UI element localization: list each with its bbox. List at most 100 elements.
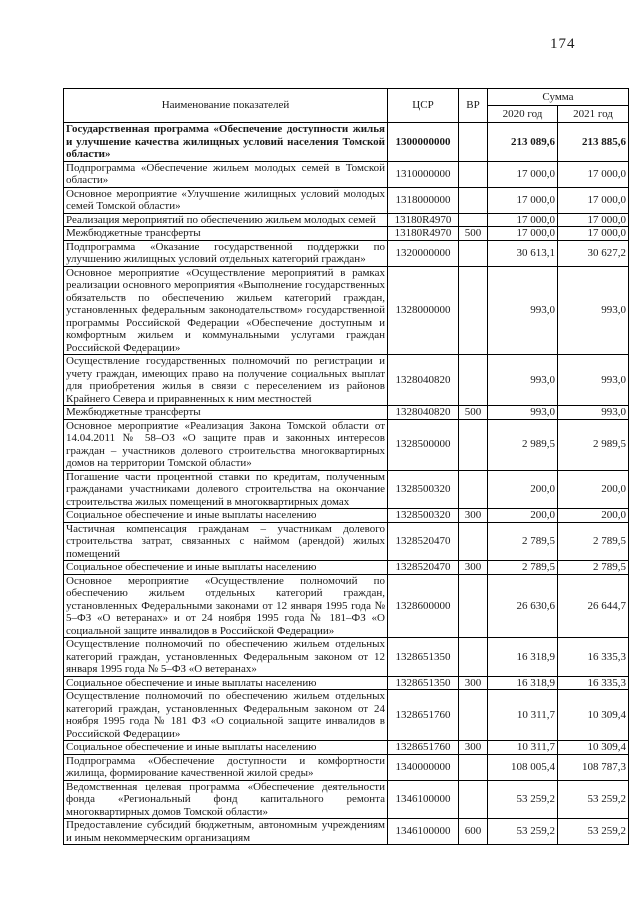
table-row: Межбюджетные трансферты 1328040820 500 993,… — [63, 405, 629, 420]
row-amount-2021: 2 989,5 — [557, 418, 629, 471]
table-row: Предоставление субсидий бюджетным, автон… — [63, 818, 629, 845]
row-name: Межбюджетные трансферты — [63, 226, 388, 241]
row-name: Социальное обеспечение и иные выплаты на… — [63, 675, 388, 690]
table-row: Осуществление полномочий по обеспечению … — [63, 689, 629, 741]
table-row: Основное мероприятие «Улучшение жилищных… — [63, 186, 629, 214]
row-amount-2021: 26 644,7 — [557, 573, 629, 638]
row-amount-2021: 200,0 — [557, 508, 629, 523]
row-name: Основное мероприятие «Осуществление полн… — [63, 573, 388, 638]
row-name: Подпрограмма «Обеспечение доступности и … — [63, 753, 388, 781]
row-vr-code — [458, 160, 488, 188]
row-amount-2020: 16 318,9 — [487, 675, 558, 690]
row-vr-code — [458, 122, 488, 162]
row-amount-2021: 993,0 — [557, 265, 629, 355]
row-csr-code: 1346100000 — [387, 818, 459, 845]
row-amount-2021: 2 789,5 — [557, 521, 629, 561]
row-csr-code: 1346100000 — [387, 779, 459, 819]
row-amount-2021: 10 309,4 — [557, 689, 629, 741]
row-csr-code: 1328520470 — [387, 521, 459, 561]
row-vr-code: 300 — [458, 508, 488, 523]
row-name: Предоставление субсидий бюджетным, автон… — [63, 818, 388, 845]
row-name: Подпрограмма «Оказание государственной п… — [63, 239, 388, 267]
row-csr-code: 1328600000 — [387, 573, 459, 638]
table-row: Основное мероприятие «Реализация Закона … — [63, 418, 629, 471]
row-vr-code: 300 — [458, 675, 488, 690]
row-vr-code: 300 — [458, 560, 488, 575]
row-amount-2020: 108 005,4 — [487, 753, 558, 781]
row-csr-code: 1328040820 — [387, 354, 459, 406]
row-csr-code: 1340000000 — [387, 753, 459, 781]
table-body: Государственная программа «Обеспечение д… — [63, 122, 629, 845]
row-vr-code — [458, 689, 488, 741]
row-amount-2020: 53 259,2 — [487, 818, 558, 845]
row-name: Осуществление полномочий по обеспечению … — [63, 637, 388, 677]
column-header-csr: ЦСР — [387, 88, 459, 123]
row-csr-code: 1328651760 — [387, 689, 459, 741]
row-amount-2021: 53 259,2 — [557, 779, 629, 819]
row-csr-code: 1328651350 — [387, 675, 459, 690]
row-csr-code: 1300000000 — [387, 122, 459, 162]
row-amount-2021: 2 789,5 — [557, 560, 629, 575]
row-amount-2020: 2 989,5 — [487, 418, 558, 471]
row-csr-code: 1328500000 — [387, 418, 459, 471]
table-row: Социальное обеспечение и иные выплаты на… — [63, 675, 629, 690]
table-row: Ведомственная целевая программа «Обеспеч… — [63, 779, 629, 819]
row-amount-2021: 993,0 — [557, 405, 629, 420]
budget-table: Наименование показателей ЦСР ВР Сумма 20… — [63, 88, 629, 845]
row-amount-2021: 17 000,0 — [557, 212, 629, 227]
row-amount-2021: 10 309,4 — [557, 740, 629, 755]
table-row: Подпрограмма «Обеспечение доступности и … — [63, 753, 629, 781]
row-csr-code: 1328500320 — [387, 469, 459, 509]
row-amount-2021: 200,0 — [557, 469, 629, 509]
row-csr-code: 1328651350 — [387, 637, 459, 677]
column-header-name: Наименование показателей — [63, 88, 388, 123]
row-vr-code — [458, 418, 488, 471]
row-vr-code — [458, 186, 488, 214]
row-name: Частичная компенсация гражданам – участн… — [63, 521, 388, 561]
row-name: Основное мероприятие «Осуществление меро… — [63, 265, 388, 355]
row-csr-code: 1328520470 — [387, 560, 459, 575]
table-row: Подпрограмма «Оказание государственной п… — [63, 239, 629, 267]
column-header-vr: ВР — [458, 88, 488, 123]
table-row: Социальное обеспечение и иные выплаты на… — [63, 560, 629, 575]
row-csr-code: 13180R4970 — [387, 212, 459, 227]
table-row: Межбюджетные трансферты 13180R4970 500 17 0… — [63, 226, 629, 241]
row-amount-2020: 16 318,9 — [487, 637, 558, 677]
table-row: Частичная компенсация гражданам – участн… — [63, 521, 629, 561]
row-name: Социальное обеспечение и иные выплаты на… — [63, 560, 388, 575]
row-amount-2020: 200,0 — [487, 469, 558, 509]
row-amount-2020: 993,0 — [487, 354, 558, 406]
row-amount-2020: 10 311,7 — [487, 689, 558, 741]
row-name: Государственная программа «Обеспечение д… — [63, 122, 388, 162]
row-vr-code — [458, 469, 488, 509]
row-amount-2020: 2 789,5 — [487, 521, 558, 561]
row-csr-code: 13180R4970 — [387, 226, 459, 241]
row-vr-code — [458, 354, 488, 406]
row-name: Реализация мероприятий по обеспечению жи… — [63, 212, 388, 227]
table-row: Основное мероприятие «Осуществление меро… — [63, 265, 629, 355]
row-csr-code: 1328000000 — [387, 265, 459, 355]
row-csr-code: 1328040820 — [387, 405, 459, 420]
row-amount-2020: 17 000,0 — [487, 212, 558, 227]
row-vr-code: 500 — [458, 405, 488, 420]
row-amount-2020: 993,0 — [487, 405, 558, 420]
table-header: Наименование показателей ЦСР ВР Сумма 20… — [63, 88, 629, 123]
row-name: Подпрограмма «Обеспечение жильем молодых… — [63, 160, 388, 188]
row-name: Социальное обеспечение и иные выплаты на… — [63, 740, 388, 755]
row-vr-code — [458, 521, 488, 561]
row-csr-code: 1318000000 — [387, 186, 459, 214]
table-row: Государственная программа «Обеспечение д… — [63, 122, 629, 162]
row-csr-code: 1328651760 — [387, 740, 459, 755]
row-amount-2021: 53 259,2 — [557, 818, 629, 845]
row-amount-2021: 16 335,3 — [557, 675, 629, 690]
row-csr-code: 1320000000 — [387, 239, 459, 267]
row-amount-2021: 17 000,0 — [557, 186, 629, 214]
row-amount-2021: 993,0 — [557, 354, 629, 406]
row-amount-2021: 17 000,0 — [557, 160, 629, 188]
row-vr-code: 600 — [458, 818, 488, 845]
table-row: Подпрограмма «Обеспечение жильем молодых… — [63, 160, 629, 188]
table-row: Основное мероприятие «Осуществление полн… — [63, 573, 629, 638]
row-amount-2020: 30 613,1 — [487, 239, 558, 267]
page-number: 174 — [550, 36, 576, 52]
